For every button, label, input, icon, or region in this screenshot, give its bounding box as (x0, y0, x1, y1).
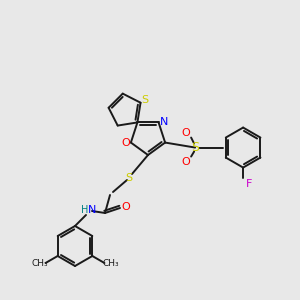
Text: S: S (141, 95, 148, 105)
Text: O: O (182, 157, 190, 166)
Text: S: S (125, 173, 133, 183)
Text: O: O (122, 138, 130, 148)
Text: N: N (88, 205, 96, 215)
Text: N: N (159, 117, 168, 128)
Text: CH₃: CH₃ (102, 259, 119, 268)
Text: O: O (122, 202, 130, 212)
Text: S: S (191, 141, 199, 154)
Text: CH₃: CH₃ (31, 259, 48, 268)
Text: F: F (246, 178, 252, 189)
Text: O: O (182, 128, 190, 138)
Text: H: H (81, 205, 89, 215)
